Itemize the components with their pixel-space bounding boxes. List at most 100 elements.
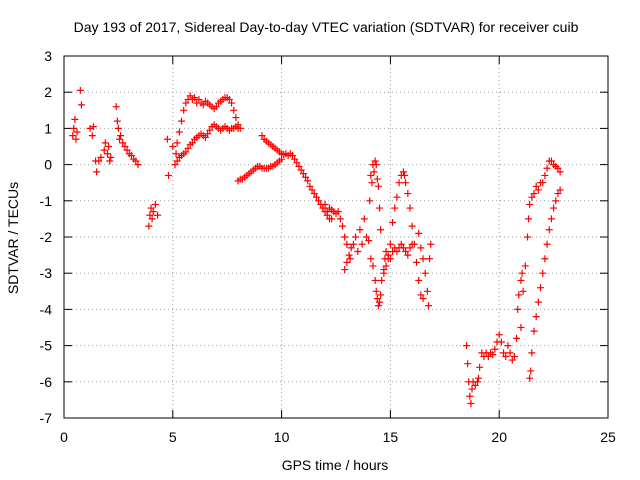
data-point (89, 123, 97, 131)
data-point (517, 324, 525, 331)
data-point (228, 99, 236, 107)
y-tick-label: 3 (44, 48, 52, 64)
data-point (532, 182, 540, 190)
data-point (419, 255, 427, 263)
data-point (145, 222, 153, 230)
data-point (146, 211, 154, 219)
data-point (371, 157, 379, 165)
data-point (408, 222, 416, 230)
data-point (164, 171, 172, 179)
data-point (365, 237, 373, 245)
data-point (341, 266, 349, 274)
data-point (547, 157, 555, 165)
data-point (417, 244, 425, 252)
x-tick-labels: 0 5 10 15 20 25 (60, 429, 616, 445)
data-point (413, 258, 421, 266)
data-point (550, 204, 558, 212)
data-point (463, 342, 471, 350)
data-point (134, 161, 142, 169)
data-point (371, 276, 379, 284)
data-point (530, 190, 538, 198)
data-point (468, 385, 476, 393)
data-point (106, 157, 114, 165)
x-tick-label: 15 (383, 429, 399, 445)
data-point (88, 132, 96, 140)
data-point (127, 152, 135, 160)
data-point (117, 132, 125, 140)
x-tick-label: 0 (60, 429, 68, 445)
data-point (495, 331, 503, 339)
data-point (402, 179, 410, 187)
data-point (360, 215, 368, 223)
data-point (393, 247, 401, 255)
data-point (372, 287, 380, 295)
data-point (115, 135, 123, 143)
data-point (173, 139, 181, 147)
axis-ticks (63, 55, 609, 419)
data-point (404, 251, 412, 259)
x-tick-label: 25 (600, 429, 616, 445)
data-point (539, 269, 547, 277)
data-point (97, 153, 105, 161)
data-point (336, 215, 344, 223)
data-point (554, 164, 562, 172)
data-point (373, 175, 381, 183)
data-point (399, 168, 407, 176)
data-point (358, 240, 366, 248)
data-point (95, 157, 103, 165)
data-point (467, 400, 475, 408)
data-point (473, 378, 481, 386)
data-point (93, 168, 101, 176)
data-point (212, 103, 220, 111)
data-point (175, 128, 183, 136)
data-point (377, 291, 385, 299)
data-point (291, 155, 299, 163)
data-point (323, 208, 331, 216)
data-point (346, 255, 354, 263)
data-point (504, 342, 512, 350)
data-point (304, 177, 312, 185)
data-point (366, 197, 374, 205)
data-point (415, 229, 423, 237)
data-point (380, 269, 388, 277)
data-point (163, 135, 171, 143)
data-point (199, 101, 207, 109)
data-point (532, 313, 540, 321)
data-point (510, 352, 518, 360)
data-point (297, 166, 305, 174)
data-point (69, 132, 77, 140)
data-point (178, 117, 186, 125)
data-point (180, 106, 188, 114)
data-point (514, 305, 522, 313)
data-point (543, 240, 551, 248)
data-point (528, 193, 536, 201)
y-tick-label: -6 (40, 374, 53, 390)
data-point (372, 161, 380, 169)
data-point (182, 99, 190, 107)
data-point (415, 276, 423, 284)
data-point (147, 204, 155, 212)
data-point (299, 170, 307, 178)
data-point (341, 233, 349, 241)
data-point (319, 204, 327, 212)
data-point (519, 287, 527, 295)
data-point (191, 94, 199, 102)
data-point (471, 381, 479, 389)
data-point (508, 356, 516, 364)
data-point (421, 269, 429, 277)
data-point (107, 153, 115, 161)
data-point (339, 222, 347, 230)
chart-title: Day 193 of 2017, Sidereal Day-to-day VTE… (74, 19, 579, 35)
data-point (367, 255, 375, 263)
x-tick-label: 5 (169, 429, 177, 445)
y-tick-label: 0 (44, 157, 52, 173)
data-point (206, 126, 214, 134)
data-point (258, 132, 266, 140)
data-point (100, 146, 108, 154)
data-point (404, 190, 412, 198)
data-point (349, 240, 357, 248)
data-point (518, 269, 526, 277)
data-point (182, 148, 190, 156)
y-tick-label: -5 (40, 338, 53, 354)
data-point (466, 392, 474, 400)
